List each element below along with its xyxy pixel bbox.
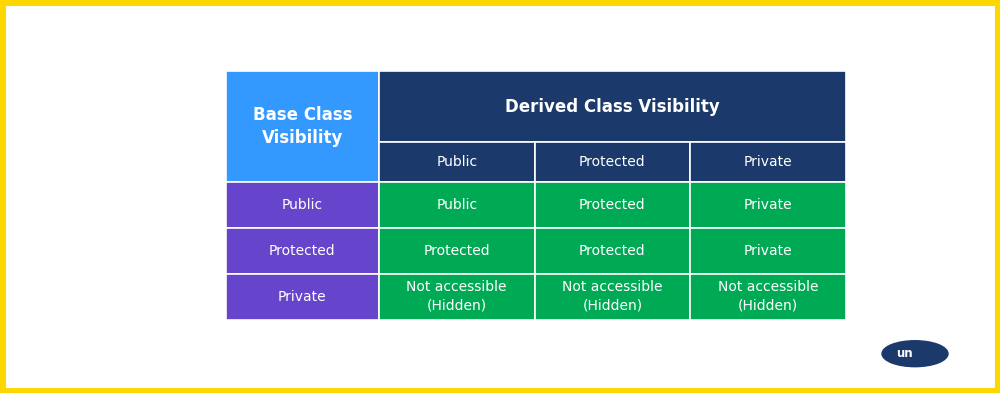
Text: Public: Public — [282, 198, 323, 212]
Bar — [535, 228, 690, 274]
Text: Protected: Protected — [269, 244, 336, 258]
Bar — [690, 274, 846, 320]
Text: Protected: Protected — [423, 244, 490, 258]
Bar — [379, 228, 535, 274]
Text: Derived Class Visibility: Derived Class Visibility — [505, 98, 720, 116]
Text: Protected: Protected — [579, 198, 646, 212]
Bar — [690, 182, 846, 228]
Text: un: un — [896, 347, 913, 360]
Bar — [226, 72, 379, 182]
Bar — [379, 72, 846, 142]
Text: Base Class
Visibility: Base Class Visibility — [253, 106, 352, 147]
Text: Not accessible
(Hidden): Not accessible (Hidden) — [562, 280, 663, 313]
Bar — [535, 182, 690, 228]
Bar — [535, 274, 690, 320]
Text: Private: Private — [278, 290, 327, 303]
Text: Protected: Protected — [579, 155, 646, 169]
Text: stop: stop — [917, 347, 946, 360]
Bar — [535, 142, 690, 182]
Bar — [379, 182, 535, 228]
Bar — [379, 274, 535, 320]
Text: Private: Private — [744, 198, 792, 212]
Text: Protected: Protected — [579, 244, 646, 258]
Text: Not accessible
(Hidden): Not accessible (Hidden) — [406, 280, 507, 313]
Bar — [226, 182, 379, 228]
Bar — [690, 228, 846, 274]
Text: Public: Public — [436, 198, 477, 212]
Text: Private: Private — [744, 155, 792, 169]
Text: Not accessible
(Hidden): Not accessible (Hidden) — [718, 280, 818, 313]
Bar — [379, 142, 535, 182]
Bar — [226, 228, 379, 274]
Text: Public: Public — [436, 155, 477, 169]
Bar — [690, 142, 846, 182]
Text: Private: Private — [744, 244, 792, 258]
Bar — [226, 274, 379, 320]
